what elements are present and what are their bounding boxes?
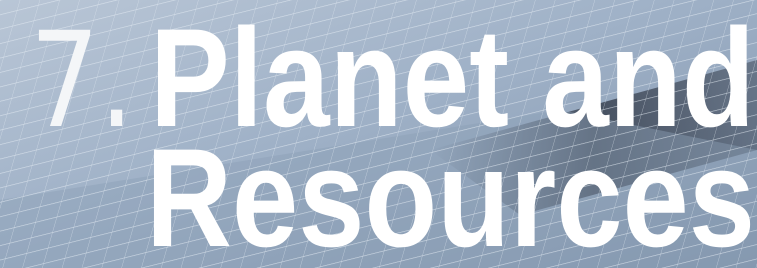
header-graphic: 7. Planet and Resources [0,0,757,268]
page: {"heading": {"number": "7.", "lines": ["… [0,0,757,268]
title-line: Resources [146,119,755,268]
section-number: 7. [30,4,134,158]
